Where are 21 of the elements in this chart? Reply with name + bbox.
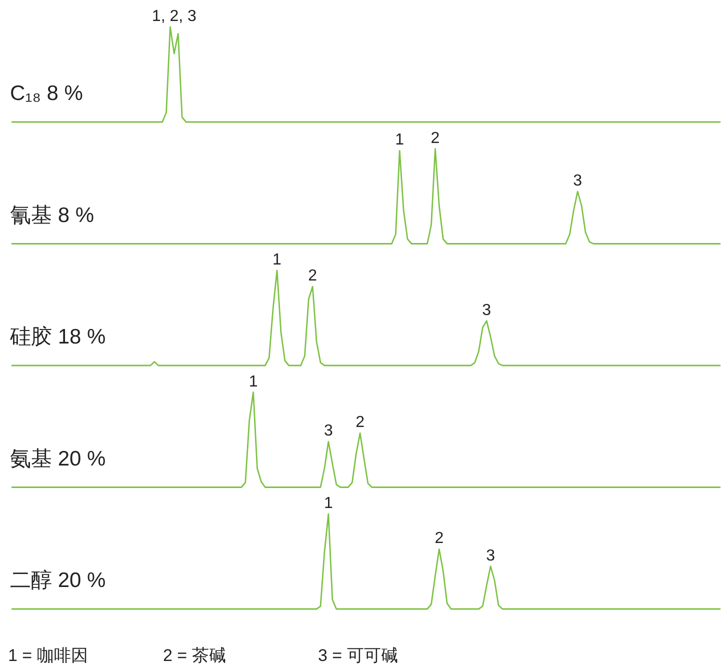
text: 1	[324, 495, 333, 512]
text: 1 = 咖啡因	[8, 646, 88, 665]
annotation: 2	[434, 530, 444, 548]
annotation: 2	[308, 268, 318, 285]
text: 1	[248, 373, 258, 390]
text: 3 = 可可碱	[318, 646, 398, 665]
text: 2	[430, 130, 440, 147]
text: 氨基 20 %	[10, 447, 106, 470]
annotation: 3	[573, 172, 582, 190]
text: 氰基 8 %	[10, 204, 94, 227]
text: 二醇 20 %	[10, 569, 106, 592]
text: 1, 2, 3	[152, 8, 197, 25]
annotation: 3	[324, 422, 333, 440]
annotation: 2	[356, 414, 365, 432]
annotation: 3	[486, 547, 496, 564]
text: 2 = 茶碱	[163, 646, 226, 665]
text: C₁₈ 8 %	[10, 82, 83, 105]
text: 硅胶 18 %	[9, 326, 106, 348]
annotation: 3	[482, 302, 492, 319]
text: 1	[272, 252, 282, 268]
text: 1	[395, 132, 404, 149]
